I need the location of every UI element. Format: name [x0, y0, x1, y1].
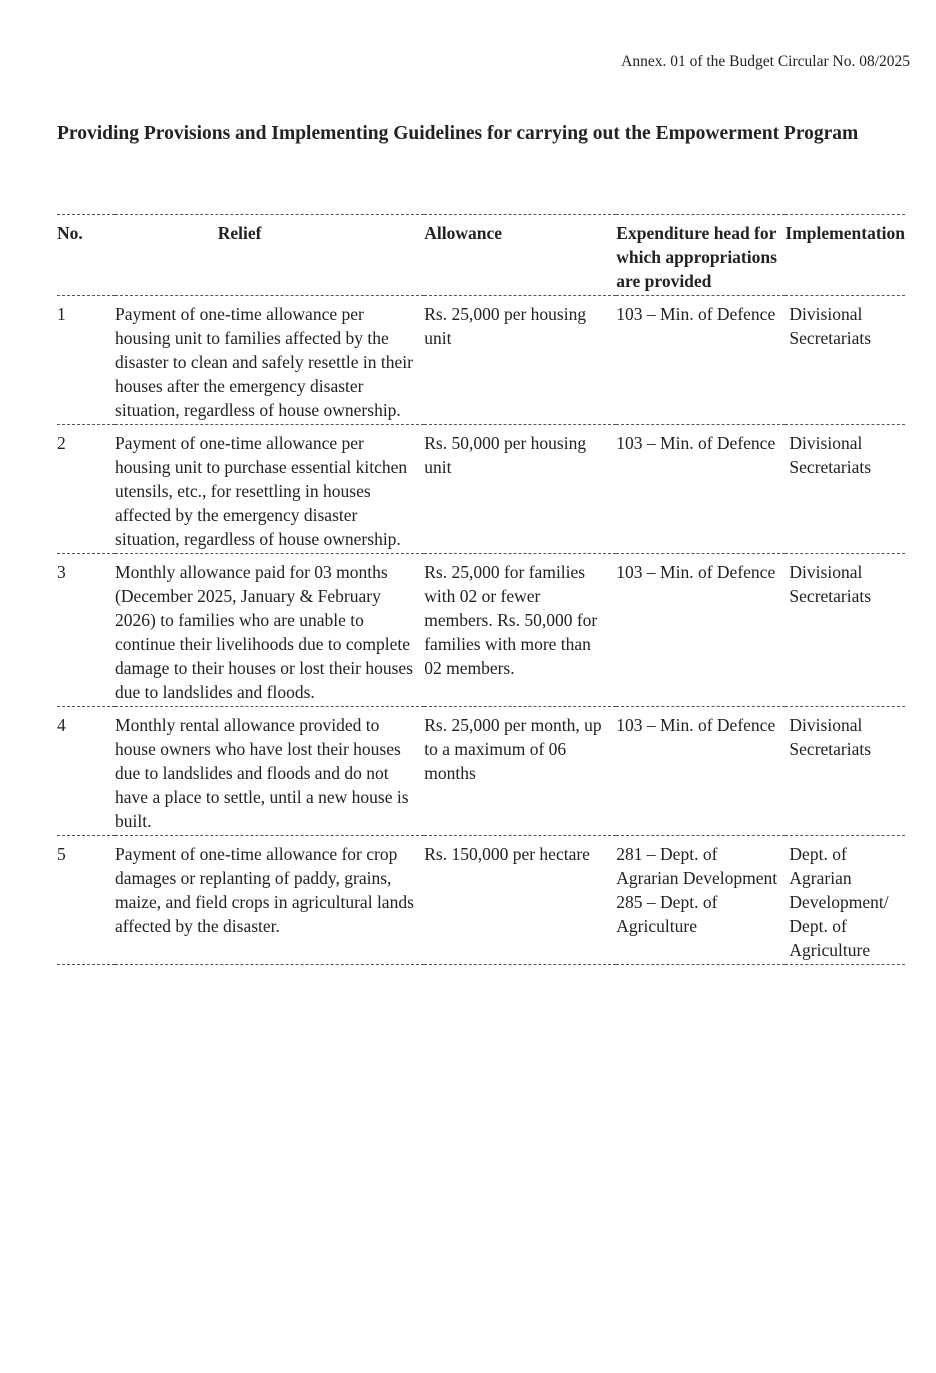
table-row: 5 Payment of one-time allowance for crop …: [57, 836, 905, 965]
header-allowance: Allowance: [424, 223, 502, 243]
cell-expenditure: 103 – Min. of Defence: [616, 715, 776, 735]
cell-allowance: Rs. 25,000 per housing unit: [424, 304, 587, 348]
cell-allowance: Rs. 25,000 for families with 02 or fewer…: [424, 562, 598, 678]
cell-no: 4: [57, 715, 66, 735]
cell-implementation: Divisional Secretariats: [789, 715, 872, 759]
cell-allowance: Rs. 25,000 per month, up to a maximum of…: [424, 715, 602, 783]
cell-expenditure: 103 – Min. of Defence: [616, 562, 776, 582]
cell-expenditure: 103 – Min. of Defence: [616, 433, 776, 453]
cell-allowance: Rs. 150,000 per hectare: [424, 844, 590, 864]
cell-allowance: Rs. 50,000 per housing unit: [424, 433, 587, 477]
header-expenditure: Expenditure head for which appropriation…: [616, 223, 777, 291]
cell-no: 5: [57, 844, 66, 864]
cell-expenditure: 281 – Dept. of Agrarian Development 285 …: [616, 844, 778, 936]
table-row: 4 Monthly rental allowance provided to ho…: [57, 707, 905, 836]
cell-no: 2: [57, 433, 66, 453]
table-row: 3 Monthly allowance paid for 03 months (D…: [57, 554, 905, 707]
cell-implementation: Divisional Secretariats: [789, 433, 872, 477]
cell-relief: Payment of one-time allowance per housin…: [115, 304, 413, 420]
table-row: 1 Payment of one-time allowance per housi…: [57, 296, 905, 425]
table-row: 2 Payment of one-time allowance per housi…: [57, 425, 905, 554]
cell-implementation: Dept. of Agrarian Development/ Dept. of …: [789, 844, 889, 960]
relief-table: No. Relief Allowance Expenditure head fo…: [57, 214, 905, 965]
header-implementation: Implementation: [785, 223, 905, 243]
header-no: No.: [57, 223, 83, 243]
cell-relief: Monthly allowance paid for 03 months (De…: [115, 562, 413, 702]
cell-no: 3: [57, 562, 66, 582]
table-header-row: No. Relief Allowance Expenditure head fo…: [57, 214, 905, 296]
cell-implementation: Divisional Secretariats: [789, 562, 872, 606]
annex-reference: Annex. 01 of the Budget Circular No. 08/…: [621, 53, 910, 70]
cell-relief: Payment of one-time allowance per housin…: [115, 433, 408, 549]
document-title: Providing Provisions and Implementing Gu…: [57, 123, 859, 144]
cell-relief: Payment of one-time allowance for crop d…: [115, 844, 414, 936]
cell-relief: Monthly rental allowance provided to hou…: [115, 715, 409, 831]
cell-expenditure: 103 – Min. of Defence: [616, 304, 776, 324]
cell-implementation: Divisional Secretariats: [789, 304, 872, 348]
header-relief: Relief: [217, 223, 262, 243]
cell-no: 1: [57, 304, 66, 324]
